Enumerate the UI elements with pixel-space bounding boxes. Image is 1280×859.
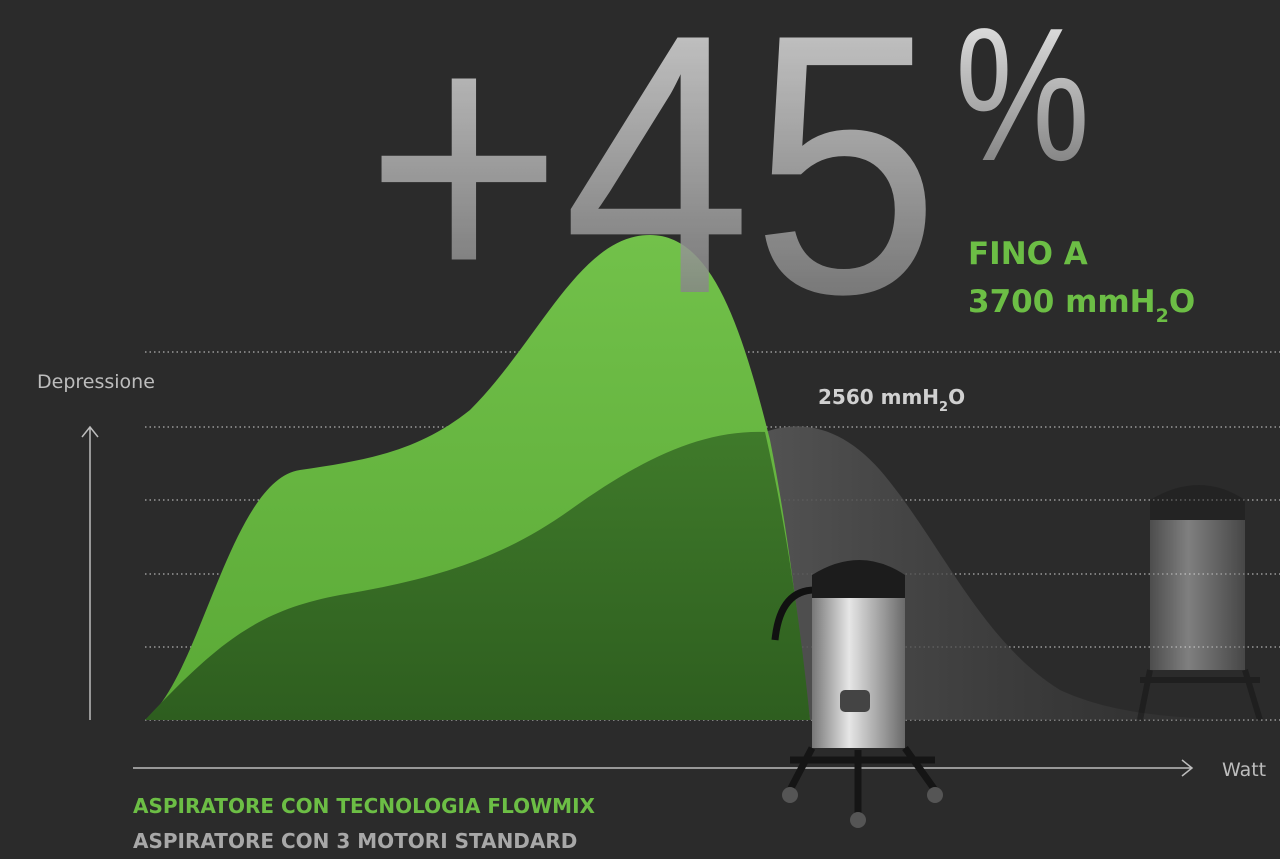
callout-value: 3700 mmH2O bbox=[968, 284, 1195, 327]
x-axis-label: Watt bbox=[1222, 759, 1266, 781]
y-axis-arrow bbox=[82, 427, 98, 720]
callout-sub: 2 bbox=[1156, 305, 1169, 327]
legend-flowmix: ASPIRATORE CON TECNOLOGIA FLOWMIX bbox=[133, 794, 596, 818]
legend-standard: ASPIRATORE CON 3 MOTORI STANDARD bbox=[133, 829, 577, 853]
x-axis-arrow bbox=[133, 760, 1192, 776]
infographic: +45 % FINO A 3700 mmH2O 2560 mmH2O Depre… bbox=[0, 0, 1280, 859]
standard-sub: 2 bbox=[939, 400, 948, 415]
standard-value: 2560 mmH2O bbox=[818, 385, 965, 415]
headline-unit: % bbox=[955, 0, 1090, 201]
y-axis-label: Depressione bbox=[37, 371, 155, 393]
callout-main: 3700 mmH bbox=[968, 284, 1156, 320]
standard-main: 2560 mmH bbox=[818, 385, 939, 409]
callout-end: O bbox=[1169, 284, 1195, 320]
headline-value: +45 bbox=[365, 0, 940, 371]
callout-line: FINO A bbox=[968, 236, 1088, 272]
standard-end: O bbox=[948, 385, 965, 409]
vacuum-standard bbox=[1140, 485, 1260, 720]
